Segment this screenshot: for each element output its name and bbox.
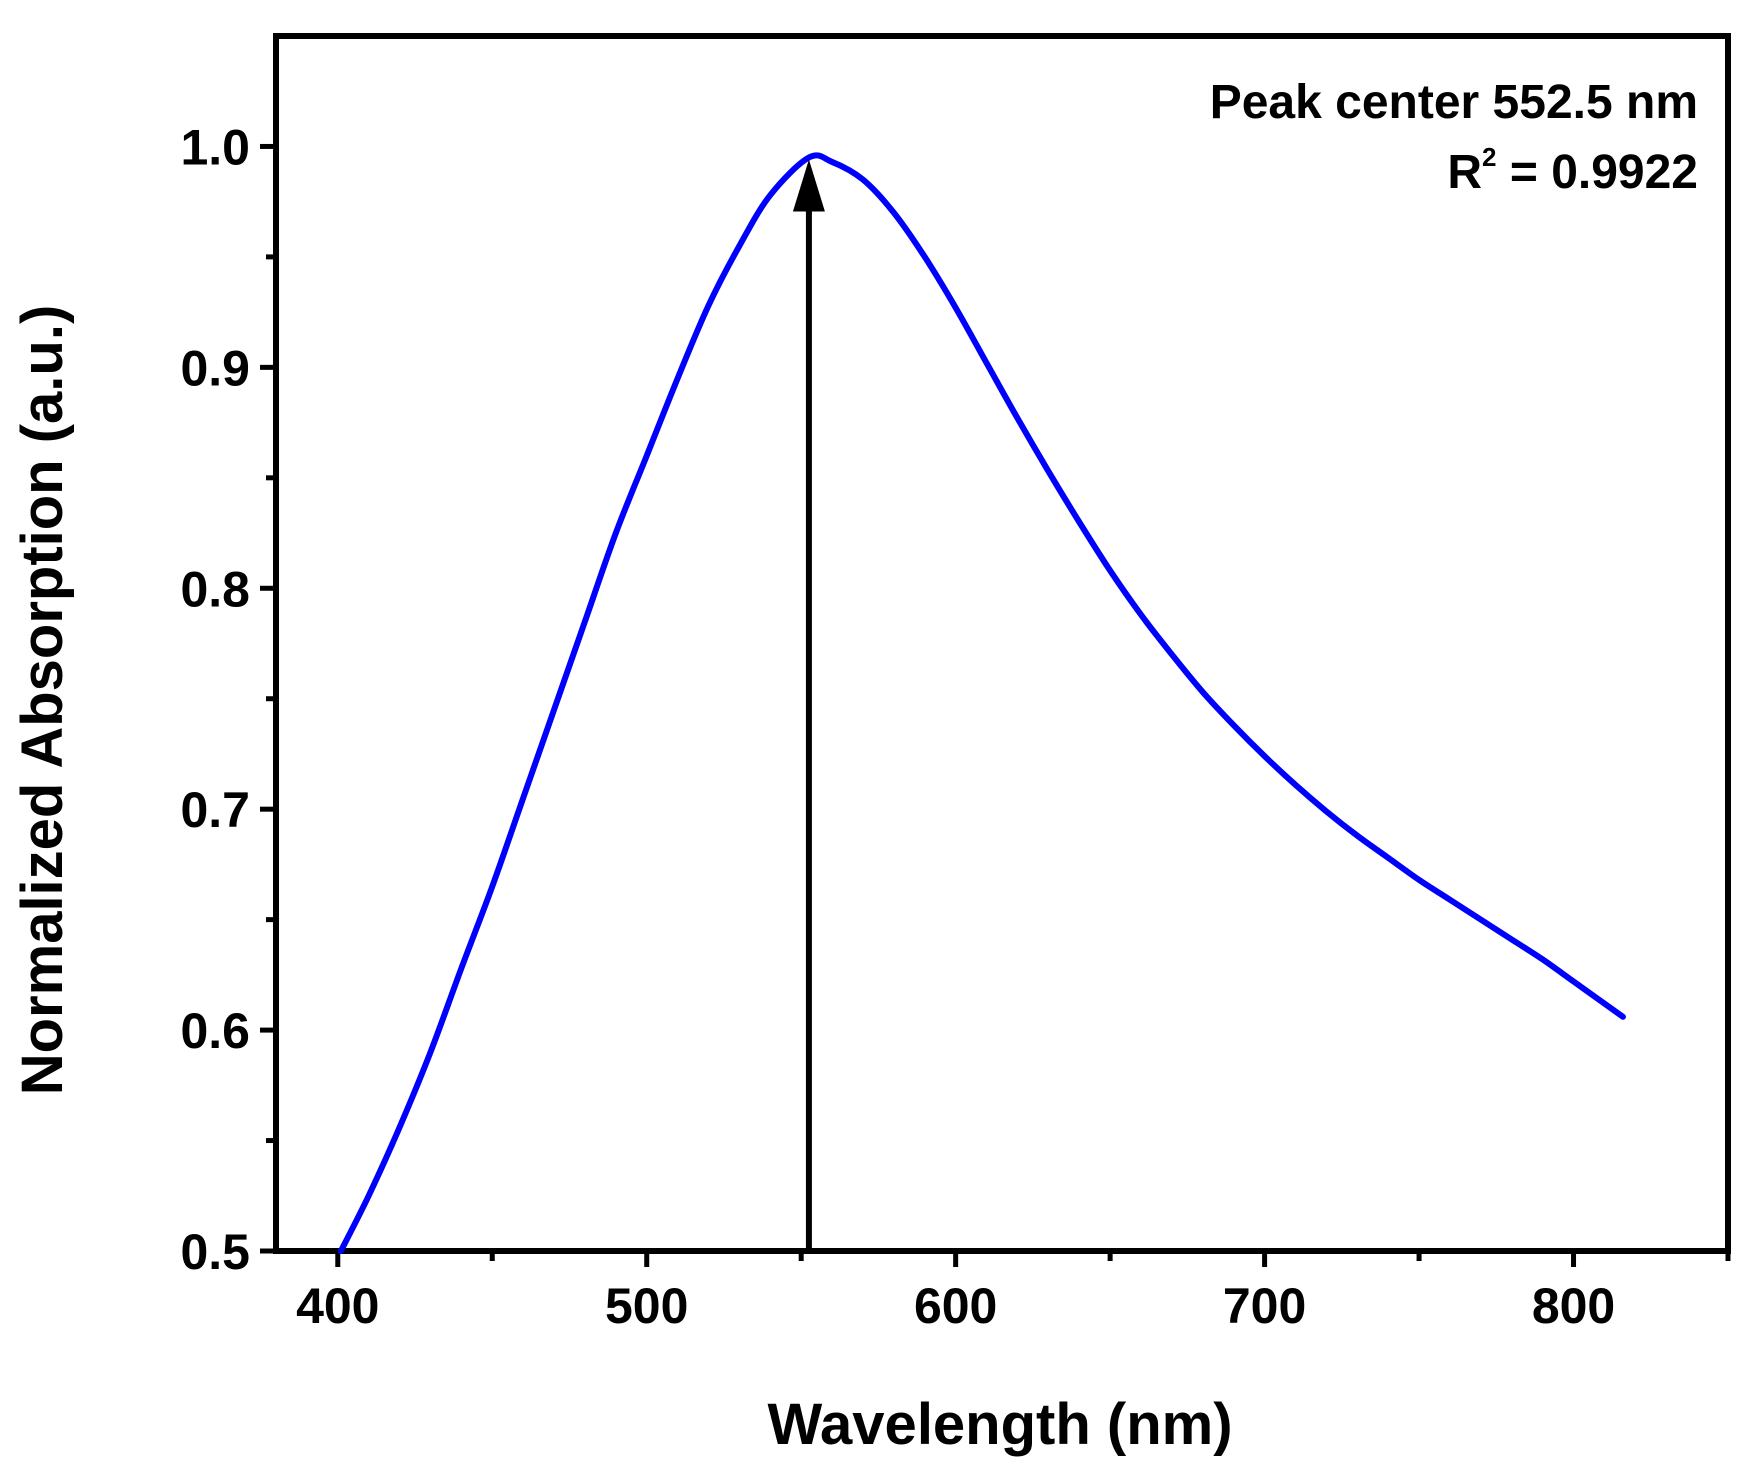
y-tick-label: 0.5 [180,1224,250,1280]
plot-frame [273,33,1731,1254]
y-tick-label: 0.8 [180,561,250,617]
r-squared-symbol: R [1447,146,1482,199]
peak-arrow-head [792,159,825,212]
series-group [337,152,1626,1254]
x-axis-ticks [335,1251,1731,1267]
r-squared-superscript: 2 [1482,142,1496,172]
x-tick-label: 700 [1223,1278,1306,1334]
x-tick-label: 800 [1532,1278,1615,1334]
x-axis-title: Wavelength (nm) [767,1392,1232,1457]
peak-marker-group [792,159,825,1251]
series-line-fit [337,152,1626,1254]
y-tick-label: 0.6 [180,1003,250,1059]
y-tick-label: 0.9 [180,340,250,396]
y-axis-title: Normalized Absorption (a.u.) [10,305,75,1096]
y-axis-ticks [260,143,276,1254]
peak-center-annotation: Peak center 552.5 nm [1210,76,1698,129]
r-squared-value: = 0.9922 [1496,146,1698,199]
x-tick-label: 600 [914,1278,997,1334]
x-axis-tick-labels: 400 500 600 700 800 [296,1278,1615,1334]
y-tick-label: 1.0 [180,119,250,175]
r-squared-annotation: R2 = 0.9922 [1447,142,1698,199]
x-tick-label: 400 [296,1278,379,1334]
x-tick-label: 500 [605,1278,688,1334]
y-axis-tick-labels: 0.5 0.6 0.7 0.8 0.9 1.0 [180,119,250,1280]
y-tick-label: 0.7 [180,782,250,838]
